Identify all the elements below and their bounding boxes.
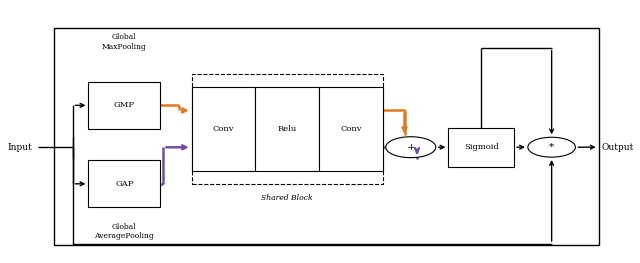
Text: *: *: [549, 143, 554, 152]
Bar: [88, 160, 161, 207]
Bar: [255, 87, 319, 171]
Text: Relu: Relu: [278, 125, 297, 133]
Bar: [191, 74, 383, 184]
Text: Sigmoid: Sigmoid: [464, 143, 499, 151]
Circle shape: [528, 137, 575, 157]
Text: +: +: [406, 143, 415, 152]
Text: Global
MaxPooling: Global MaxPooling: [102, 33, 147, 50]
Bar: [319, 87, 383, 171]
Text: Shared Block: Shared Block: [261, 194, 313, 202]
Text: Conv: Conv: [340, 125, 362, 133]
Text: GAP: GAP: [115, 180, 134, 188]
Text: Output: Output: [602, 143, 634, 152]
Text: GMP: GMP: [114, 101, 135, 109]
Bar: [88, 82, 161, 129]
Bar: [191, 87, 255, 171]
Bar: [54, 28, 598, 245]
Circle shape: [386, 137, 436, 158]
Bar: [449, 128, 514, 167]
Text: Global
AveragePooling: Global AveragePooling: [95, 223, 154, 240]
Text: Input: Input: [7, 143, 32, 152]
Text: Conv: Conv: [212, 125, 234, 133]
